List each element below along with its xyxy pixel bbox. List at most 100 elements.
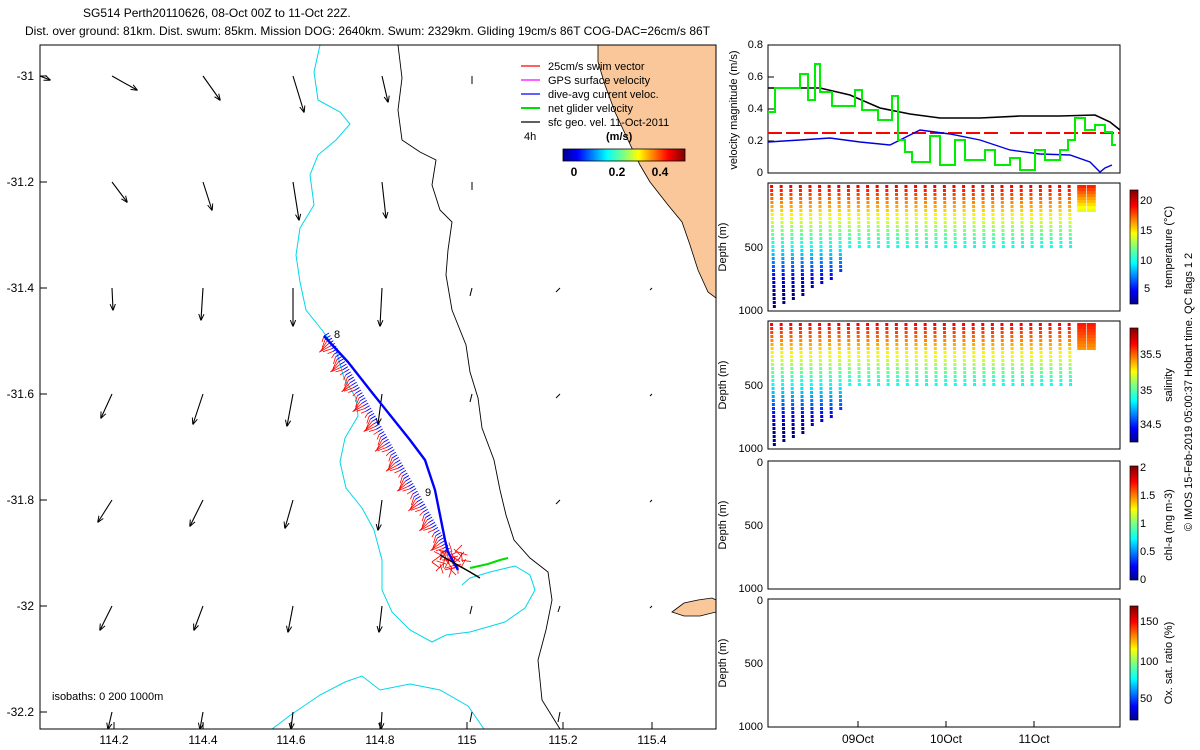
chla-cbar-tick: 0.5 [1140, 546, 1155, 558]
colorbar-units: (m/s) [606, 131, 633, 143]
velocity-panel [767, 44, 1121, 174]
ox-cbar-tick: 50 [1140, 693, 1152, 705]
temp-cbar-tick: 15 [1140, 225, 1152, 237]
ox-colorbar [1129, 605, 1139, 721]
colorbar-tick: 0.4 [652, 165, 669, 179]
sal-cbar-label: salinity [1163, 368, 1175, 402]
geostrophic-vectors [40, 76, 388, 729]
vel-black-line [768, 87, 1121, 131]
dive-avg-current [323, 332, 450, 552]
vel-ytick: 0.4 [748, 103, 763, 115]
chla-cbar-tick: 1.5 [1140, 490, 1155, 502]
vel-ytick: 0.2 [748, 135, 763, 147]
colorbar-tick: 0 [571, 165, 578, 179]
vel-ytick: 0 [757, 167, 763, 179]
track-label-group: 8 9 [334, 329, 431, 499]
track-label-8: 8 [334, 329, 340, 341]
temp-cbar-tick: 5 [1144, 283, 1150, 295]
ox-cbar-label: Ox. sat. ratio (%) [1163, 622, 1175, 705]
time-tick: 10Oct [930, 732, 963, 746]
rottnest-island [671, 597, 716, 617]
legend-swim-vector: 25cm/s swim vector [548, 61, 645, 73]
sal-cbar-tick: 34.5 [1140, 419, 1161, 431]
time-tick: 09Oct [842, 732, 875, 746]
temp-cbar-tick: 10 [1140, 255, 1152, 267]
ox-ytick: 500 [745, 658, 763, 670]
map-xtick: 115.4 [637, 733, 666, 747]
chla-ylabel: Depth (m) [717, 501, 729, 550]
glider-track [323, 335, 460, 571]
map-xtick: 115 [457, 733, 476, 747]
vel-ylabel: velocity magnitude (m/s) [728, 50, 740, 169]
vel-blue-line [767, 129, 1113, 173]
isobaths-note: isobaths: 0 200 1000m [52, 691, 163, 703]
speed-colorbar [562, 148, 686, 162]
ox-ylabel: Depth (m) [717, 639, 729, 688]
ox-cbar-tick: 150 [1140, 616, 1158, 628]
sal-ylabel: Depth (m) [717, 361, 729, 410]
ox-cbar-tick: 100 [1140, 656, 1158, 668]
plot-title: SG514 Perth20110626, 08-Oct 00Z to 11-Oc… [83, 6, 351, 20]
legend-geo-vel: sfc geo. vel. 11-Oct-2011 [548, 117, 669, 129]
ox-ytick: 0 [757, 595, 763, 607]
map-xtick: 114.6 [276, 733, 305, 747]
isobath-200m-south [271, 675, 485, 729]
chla-colorbar [1129, 465, 1139, 581]
isobath-1000m [397, 45, 561, 729]
map-xtick: 114.2 [99, 733, 128, 747]
vel-ytick: 0.6 [748, 71, 763, 83]
plot-subtitle: Dist. over ground: 81km. Dist. swum: 85k… [25, 24, 711, 38]
time-tick: 11Oct [1018, 732, 1050, 746]
sal-cbar-tick: 35.5 [1140, 349, 1161, 361]
chla-cbar-tick: 0 [1140, 574, 1146, 586]
chla-cbar-tick: 2 [1140, 462, 1146, 474]
legend-net-glider: net glider velocity [548, 103, 633, 115]
temp-cbar-label: temperature (°C) [1163, 206, 1175, 288]
track-label-9: 9 [425, 487, 431, 499]
ox-ytick: 1000 [739, 721, 763, 733]
map-ytick: -31.4 [7, 281, 35, 295]
colorbar-tick: 0.2 [609, 165, 626, 179]
chla-ytick: 500 [745, 520, 763, 532]
map-ytick: -32.2 [7, 705, 35, 719]
salinity-profiles [770, 323, 1096, 446]
map-axes [39, 44, 717, 730]
temp-cbar-tick: 20 [1140, 195, 1152, 207]
land-mass [597, 45, 716, 299]
chla-cbar-tick: 1 [1140, 518, 1146, 530]
temperature-profiles [770, 185, 1096, 308]
vel-green-line [768, 63, 1116, 171]
scale-text: 4h [524, 131, 536, 143]
chla-cbar-label: chl-a (mg m-3) [1163, 489, 1175, 561]
map-ytick: -31.2 [7, 175, 35, 189]
temp-ytick: 1000 [739, 305, 763, 317]
chla-ytick: 1000 [739, 583, 763, 595]
copyright-note: © IMOS 15-Feb-2019 05:00:37 Hobart time.… [1183, 253, 1195, 531]
net-glider-velocity [469, 557, 509, 569]
map-ytick: -31.6 [7, 387, 35, 401]
sal-ytick: 1000 [739, 443, 763, 455]
chla-panel [767, 460, 1121, 590]
map-ytick: -31.8 [7, 493, 35, 507]
map-ytick: -32 [17, 599, 35, 613]
map-xtick: 114.4 [188, 733, 217, 747]
map-xtick: 115.2 [548, 733, 577, 747]
legend-dive-avg: dive-avg current veloc. [548, 89, 659, 101]
map-legend: 25cm/s swim vector GPS surface velocity … [521, 61, 669, 143]
sal-colorbar [1129, 327, 1139, 443]
chla-ytick: 0 [757, 457, 763, 469]
small-vectors [469, 76, 653, 723]
sal-cbar-tick: 35 [1140, 385, 1152, 397]
vel-ytick: 0.8 [748, 39, 763, 51]
temp-colorbar [1129, 189, 1139, 305]
temp-ylabel: Depth (m) [717, 223, 729, 272]
track-tail [439, 554, 481, 579]
temp-ytick: 500 [745, 242, 763, 254]
sal-ytick: 500 [745, 380, 763, 392]
oxygen-panel [767, 598, 1121, 728]
map-xtick: 114.8 [365, 733, 394, 747]
legend-gps-velocity: GPS surface velocity [548, 75, 651, 87]
map-ytick: -31 [17, 69, 35, 83]
isobath-200m [295, 45, 536, 643]
